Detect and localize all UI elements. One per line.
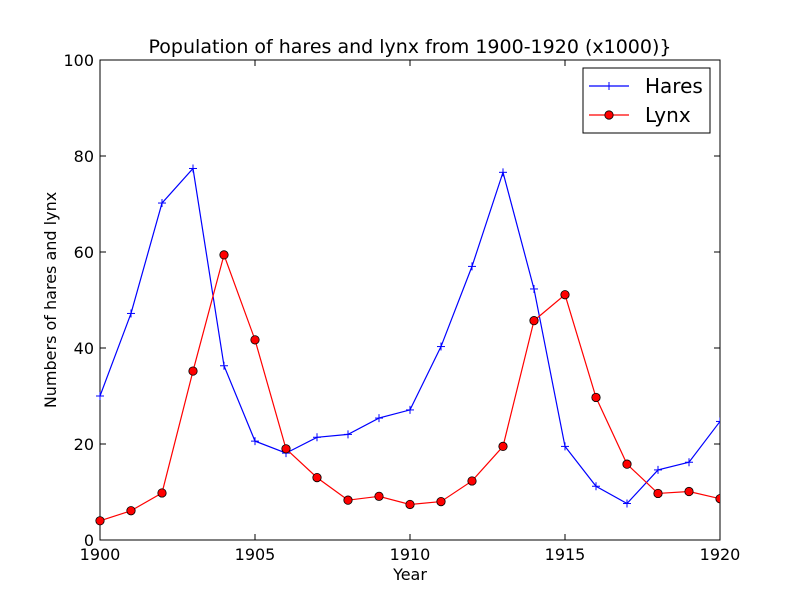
hares-point — [623, 499, 631, 508]
legend-lynx-label: Lynx — [645, 103, 691, 127]
x-tick-label: 1900 — [80, 545, 121, 564]
hares-point — [530, 284, 538, 293]
hares-point — [406, 405, 414, 414]
lynx-point — [157, 488, 167, 498]
lynx-point — [436, 496, 446, 507]
lynx-point — [715, 494, 720, 504]
lynx-point — [684, 486, 694, 497]
series-layer — [95, 164, 720, 526]
hares-point — [96, 392, 104, 400]
lynx-point — [560, 290, 570, 300]
hares-point — [127, 309, 135, 318]
legend-lynx-marker — [604, 110, 614, 120]
lynx-point — [250, 335, 260, 345]
hares-point — [437, 342, 445, 351]
x-tick-label: 1920 — [700, 545, 741, 564]
legend-hares-marker — [605, 82, 613, 90]
x-axis-ticks: 1900 1905 1910 1915 1920 — [80, 60, 741, 564]
lynx-point — [343, 495, 353, 505]
lynx-point — [188, 366, 198, 376]
y-axis-ticks: 0 20 40 60 80 100 — [63, 51, 720, 550]
hares-point — [158, 199, 166, 208]
y-tick-label: 20 — [74, 435, 94, 454]
lynx-line — [99, 252, 720, 522]
x-tick-label: 1915 — [545, 545, 586, 564]
lynx-point — [374, 491, 384, 501]
x-tick-label: 1910 — [390, 545, 431, 564]
hares-point — [468, 262, 476, 271]
y-axis-title: Numbers of hares and lynx — [41, 192, 60, 408]
hares-point — [561, 442, 569, 451]
lynx-point — [653, 488, 663, 499]
hares-point — [654, 465, 662, 474]
hares-line — [99, 167, 720, 505]
hares-point — [220, 361, 228, 370]
lynx-point — [591, 392, 601, 403]
y-tick-label: 60 — [74, 243, 94, 262]
y-tick-label: 0 — [84, 531, 94, 550]
y-tick-label: 80 — [74, 147, 94, 166]
lynx-point — [622, 459, 632, 469]
lynx-point — [126, 506, 136, 516]
lynx-point — [95, 516, 105, 526]
hares-point — [499, 168, 507, 177]
x-axis-title: Year — [392, 565, 427, 584]
hares-point — [189, 164, 197, 173]
lynx-point — [281, 444, 291, 454]
legend-entries: Hares Lynx — [589, 74, 703, 127]
lynx-point — [219, 250, 229, 260]
x-tick-label: 1905 — [235, 545, 276, 564]
lynx-point — [312, 472, 322, 483]
hares-point — [313, 433, 321, 442]
hares-point — [716, 417, 720, 426]
chart-title: Population of hares and lynx from 1900-1… — [149, 36, 672, 58]
hares-point — [685, 458, 693, 467]
hares-point — [344, 430, 352, 439]
hares-point — [375, 414, 383, 423]
legend: Hares Lynx — [582, 67, 711, 134]
hares-point — [592, 482, 600, 491]
y-tick-label: 100 — [63, 51, 94, 70]
y-tick-label: 40 — [74, 339, 94, 358]
lynx-point — [467, 476, 477, 486]
lynx-point — [498, 441, 508, 451]
hares-point — [251, 437, 259, 446]
legend-hares-label: Hares — [645, 74, 703, 98]
lynx-point — [529, 316, 539, 326]
legend-box — [582, 67, 711, 134]
lynx-point — [405, 499, 415, 510]
